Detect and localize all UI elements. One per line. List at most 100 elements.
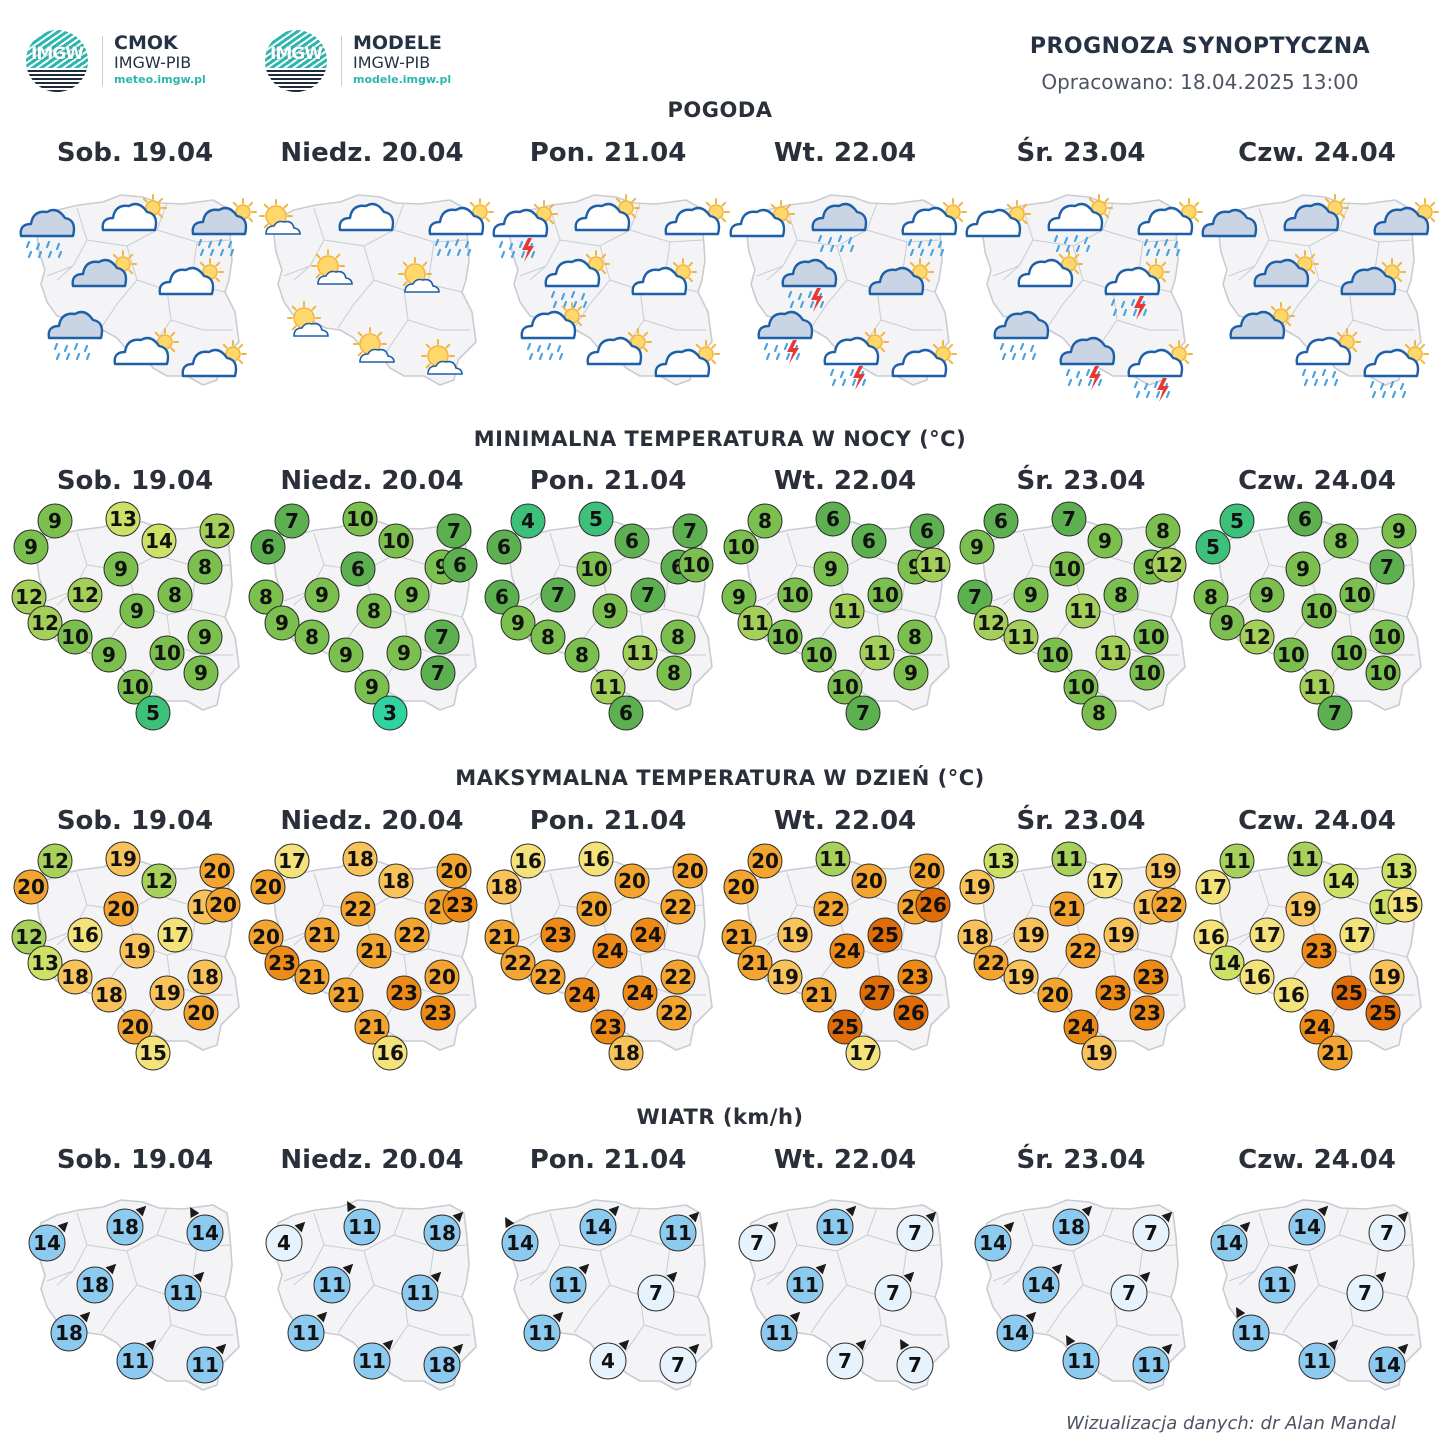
temp-value: 9 xyxy=(194,661,208,685)
temp-marker: 19 xyxy=(1081,1035,1117,1071)
temp-marker: 19 xyxy=(767,959,803,995)
temp-marker: 9 xyxy=(1087,523,1123,559)
temp-value: 20 xyxy=(428,965,456,989)
temp-marker: 8 xyxy=(747,503,783,539)
temp-value: 19 xyxy=(963,875,991,899)
temp-value: 14 xyxy=(145,529,173,553)
temp-value: 21 xyxy=(805,983,833,1007)
temp-value: 10 xyxy=(153,641,181,665)
temp-marker: 7 xyxy=(424,619,460,655)
wind-marker: 7 xyxy=(1346,1271,1387,1312)
temp-value: 19 xyxy=(123,939,151,963)
temp-value: 16 xyxy=(1197,925,1225,949)
logo-url[interactable]: meteo.imgw.pl xyxy=(114,73,206,86)
temp-marker: 9 xyxy=(1209,605,1245,641)
temp-marker: 21 xyxy=(328,977,364,1013)
temp-marker: 10 xyxy=(149,635,185,671)
temp-value: 10 xyxy=(805,643,833,667)
cloud-sun-rain-storm-icon xyxy=(823,328,889,390)
temp-marker: 18 xyxy=(957,919,993,955)
temp-marker: 23 xyxy=(386,975,422,1011)
wind-marker: 11 xyxy=(1132,1343,1173,1384)
temp-value: 20 xyxy=(187,1001,215,1025)
logo-url[interactable]: modele.imgw.pl xyxy=(353,73,452,86)
temp-value: 10 xyxy=(1369,661,1397,685)
temp-marker: 20 xyxy=(672,853,708,889)
temp-value: 9 xyxy=(405,583,419,607)
temp-marker: 9 xyxy=(119,593,155,629)
temp-value: 10 xyxy=(121,675,149,699)
wind-value: 7 xyxy=(649,1281,663,1305)
temp-value: 7 xyxy=(968,585,982,609)
temp-marker: 20 xyxy=(1037,977,1073,1013)
temp-value: 10 xyxy=(1343,583,1371,607)
wind-direction-icon xyxy=(79,1311,91,1323)
temp-value: 19 xyxy=(1085,1041,1113,1065)
wind-value: 14 xyxy=(1027,1273,1055,1297)
temp-value: 20 xyxy=(676,859,704,883)
temp-value: 27 xyxy=(863,981,891,1005)
temp-value: 25 xyxy=(1335,981,1363,1005)
temp-marker: 11 xyxy=(1065,593,1101,629)
cloud-rain-dark-storm-icon xyxy=(757,310,814,364)
temp-marker: 20 xyxy=(909,853,945,889)
temp-marker: 9 xyxy=(1285,551,1321,587)
wind-direction-icon xyxy=(505,1217,515,1229)
wind-value: 7 xyxy=(1144,1221,1158,1245)
temp-marker: 10 xyxy=(1133,619,1169,655)
temp-value: 6 xyxy=(497,535,511,559)
temp-value: 21 xyxy=(360,939,388,963)
temp-value: 19 xyxy=(771,965,799,989)
temp-marker: 9 xyxy=(183,655,219,691)
temp-value: 19 xyxy=(153,981,181,1005)
day-label: Pon. 21.04 xyxy=(529,138,687,168)
temp-marker: 19 xyxy=(119,933,155,969)
temp-value: 5 xyxy=(589,507,603,531)
temp-marker: 24 xyxy=(1299,1009,1335,1045)
cloud-sun-icon xyxy=(181,340,247,378)
temp-marker: 21 xyxy=(304,917,340,953)
wind-map-1: 14 18 14 18 11 18 11 11 xyxy=(28,1199,240,1391)
temp-value: 10 xyxy=(1373,625,1401,649)
temp-value: 23 xyxy=(390,981,418,1005)
wind-direction-icon xyxy=(1317,1205,1329,1217)
temp-value: 8 xyxy=(198,555,212,579)
wind-map-3: 14 14 11 11 7 11 4 7 xyxy=(501,1199,713,1391)
wind-value: 14 xyxy=(1373,1353,1401,1377)
day-label: Czw. 24.04 xyxy=(1238,806,1396,836)
temp-value: 8 xyxy=(305,625,319,649)
day-label: Pon. 21.04 xyxy=(529,806,687,836)
temp-value: 9 xyxy=(24,535,38,559)
cloud-rain-dark-storm-icon xyxy=(1059,336,1116,390)
temp-value: 8 xyxy=(671,625,685,649)
temp-marker: 17 xyxy=(1195,869,1231,905)
temp-value: 19 xyxy=(1149,859,1177,883)
day-label: Wt. 22.04 xyxy=(773,1145,917,1175)
temp-marker: 6 xyxy=(983,503,1019,539)
temp-marker: 19 xyxy=(149,975,185,1011)
temp-marker: 16 xyxy=(1193,919,1229,955)
wind-marker: 11 xyxy=(549,1263,590,1304)
wind-direction-icon xyxy=(1397,1211,1409,1223)
sun-cloud-icon xyxy=(259,199,301,235)
day-label: Sob. 19.04 xyxy=(56,466,214,496)
temp-marker: 12 xyxy=(199,513,235,549)
temp-marker: 22 xyxy=(1151,887,1187,923)
logo-subtitle: IMGW-PIB xyxy=(114,53,192,72)
temp-value: 18 xyxy=(191,965,219,989)
imgw-logo-icon: IMGW xyxy=(265,30,327,92)
day-label: Pon. 21.04 xyxy=(529,466,687,496)
temp-value: 10 xyxy=(1277,643,1305,667)
temp-marker: 20 xyxy=(199,853,235,889)
wind-direction-icon xyxy=(688,1343,700,1355)
temp-marker: 20 xyxy=(13,869,49,905)
wind-marker: 18 xyxy=(50,1311,91,1352)
temp-marker: 20 xyxy=(250,869,286,905)
temp-marker: 12 xyxy=(11,579,47,615)
temp-marker: 11 xyxy=(1051,841,1087,877)
wind-value: 18 xyxy=(81,1273,109,1297)
temp-marker: 12 xyxy=(1239,619,1275,655)
temp-value: 12 xyxy=(1243,625,1271,649)
temp-value: 18 xyxy=(612,1041,640,1065)
temp-value: 7 xyxy=(431,661,445,685)
